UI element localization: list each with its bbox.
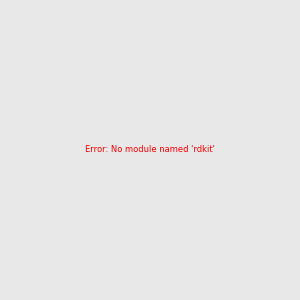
Text: Error: No module named 'rdkit': Error: No module named 'rdkit' (85, 146, 215, 154)
